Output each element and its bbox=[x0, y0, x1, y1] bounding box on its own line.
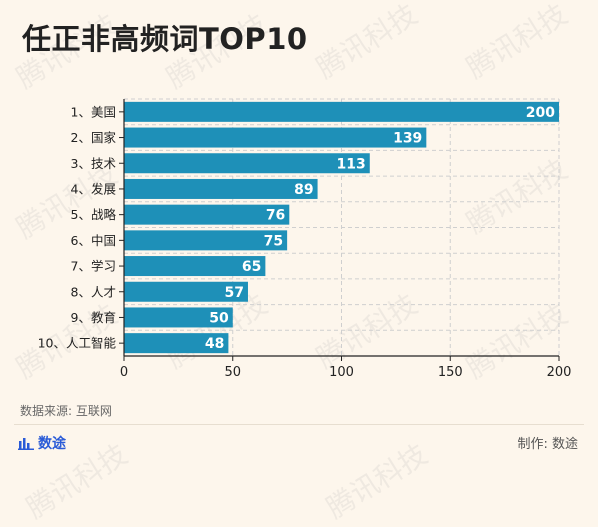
data-label: 48 bbox=[205, 336, 224, 352]
bar-chart: 200 1、美国 139 2、国家 113 3、技术 89 4、发展 76 5、战略 75 6、中国 6… bbox=[38, 98, 572, 380]
category-label: 4、发展 bbox=[71, 181, 116, 196]
category-label: 6、中国 bbox=[71, 233, 116, 248]
bar bbox=[124, 101, 559, 122]
bar bbox=[124, 127, 427, 148]
bar bbox=[124, 153, 370, 174]
bar bbox=[124, 230, 288, 251]
data-label: 139 bbox=[393, 131, 422, 147]
bar bbox=[124, 204, 290, 225]
category-label: 10、人工智能 bbox=[38, 336, 117, 351]
x-tick-label: 50 bbox=[224, 365, 241, 380]
bar bbox=[124, 307, 233, 328]
data-source: 数据来源: 互联网 bbox=[20, 404, 112, 418]
brand-name: 数途 bbox=[38, 436, 66, 452]
x-tick-label: 0 bbox=[120, 365, 128, 380]
category-label: 8、人才 bbox=[71, 284, 116, 299]
data-label: 75 bbox=[264, 233, 283, 249]
data-label: 65 bbox=[242, 259, 261, 275]
x-tick-label: 200 bbox=[547, 365, 572, 380]
chart-title: 任正非高频词TOP10 bbox=[22, 22, 308, 56]
brand-logo[interactable]: 数途 bbox=[18, 433, 66, 453]
data-label: 89 bbox=[294, 182, 313, 198]
x-tick-label: 100 bbox=[329, 365, 354, 380]
data-label: 113 bbox=[337, 156, 366, 172]
bar bbox=[124, 333, 229, 354]
category-label: 9、教育 bbox=[71, 310, 116, 325]
data-label: 76 bbox=[266, 208, 285, 224]
bar bbox=[124, 256, 266, 277]
bar bbox=[124, 281, 248, 302]
data-label: 200 bbox=[526, 105, 555, 121]
category-label: 1、美国 bbox=[71, 104, 116, 119]
bar-chart-icon bbox=[18, 438, 34, 450]
category-label: 2、国家 bbox=[71, 130, 117, 145]
x-tick-label: 150 bbox=[438, 365, 463, 380]
category-label: 7、学习 bbox=[71, 259, 116, 274]
bar bbox=[124, 178, 318, 199]
category-label: 3、技术 bbox=[71, 156, 117, 171]
footer-divider bbox=[14, 424, 584, 425]
maker-credit: 制作: 数途 bbox=[517, 437, 578, 452]
data-label: 50 bbox=[209, 310, 229, 326]
data-label: 57 bbox=[224, 285, 243, 301]
category-label: 5、战略 bbox=[71, 207, 117, 222]
